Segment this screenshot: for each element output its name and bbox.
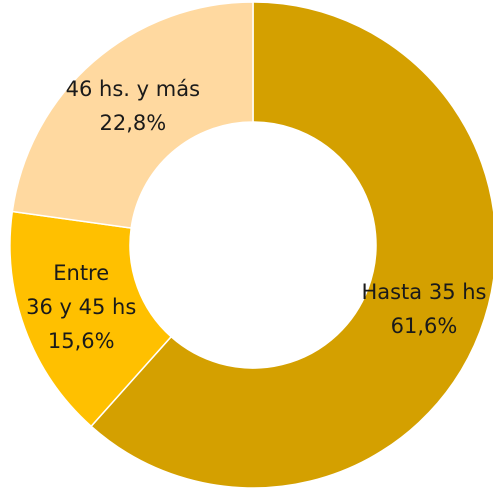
category-label: Entre [53, 261, 109, 285]
donut-slice [90, 1, 493, 489]
category-label: 46 hs. y más [66, 77, 200, 101]
donut-slice [11, 1, 254, 229]
value-label: 22,8% [99, 111, 166, 135]
slice-label: Entre 36 y 45 hs 15,6% [26, 261, 136, 353]
value-label: 15,6% [48, 329, 115, 353]
value-label: 61,6% [391, 314, 458, 338]
category-label: 36 y 45 hs [26, 295, 136, 319]
slice-label: 46 hs. y más 22,8% [66, 77, 200, 135]
slice-label: Hasta 35 hs 61,6% [361, 280, 486, 338]
category-label: Hasta 35 hs [361, 280, 486, 304]
donut-slice [9, 210, 173, 428]
